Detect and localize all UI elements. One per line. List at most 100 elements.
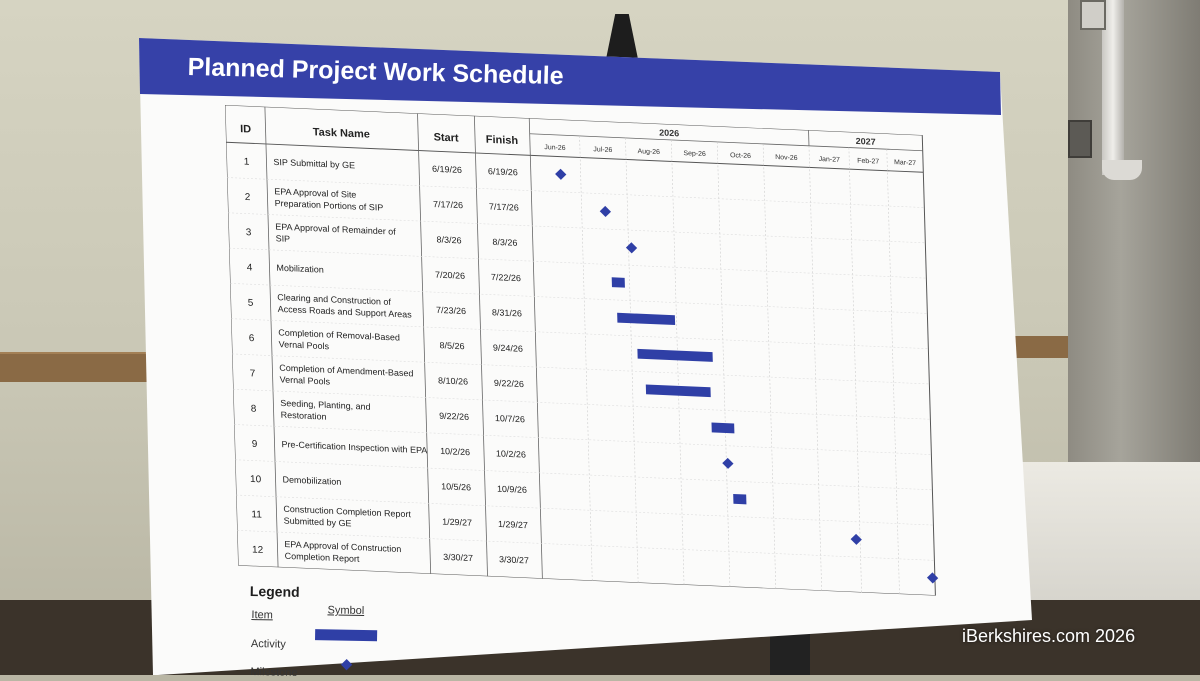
legend-item-header: Item <box>251 609 273 621</box>
month-gridline <box>717 142 730 587</box>
task-name: Preparation Portions of SIP <box>274 198 383 213</box>
task-name: SIP <box>275 233 290 244</box>
task-name: Vernal Pools <box>279 339 330 351</box>
month-label: Feb-27 <box>857 158 879 166</box>
finish-date: 8/3/26 <box>492 237 517 248</box>
start-date: 8/3/26 <box>436 234 461 245</box>
row-id: 6 <box>249 333 255 344</box>
row-id: 12 <box>252 545 263 556</box>
month-gridline <box>887 149 900 594</box>
row-gridline <box>229 248 926 278</box>
start-date: 10/2/26 <box>440 446 470 457</box>
legend-milestone-label: Milestone <box>250 666 297 679</box>
month-gridline <box>580 136 593 581</box>
legend-symbol-header: Symbol <box>327 604 364 617</box>
start-date: 8/10/26 <box>438 375 468 386</box>
legend: Legend Item Symbol Activity Milestone <box>248 583 450 678</box>
header-id: ID <box>240 123 251 135</box>
month-gridline <box>809 146 822 591</box>
row-id: 5 <box>248 298 254 309</box>
task-name: Mobilization <box>276 263 324 275</box>
month-gridline <box>625 138 638 583</box>
row-id: 3 <box>246 227 252 238</box>
finish-date: 10/9/26 <box>497 484 527 495</box>
column-divider <box>265 107 278 568</box>
month-label: Nov-26 <box>775 154 798 162</box>
task-name: Demobilization <box>282 474 341 486</box>
start-date: 9/22/26 <box>439 411 469 422</box>
milestone-diamond <box>600 206 611 217</box>
row-id: 4 <box>247 262 253 273</box>
schedule-table: ID Task Name Start Finish 2026 2027 Jun-26 Jul-… <box>225 105 956 597</box>
header-task: Task Name <box>313 126 370 140</box>
finish-date: 9/24/26 <box>493 343 523 354</box>
row-id: 1 <box>244 157 250 168</box>
start-date: 8/5/26 <box>439 340 464 351</box>
start-date: 7/20/26 <box>435 270 465 281</box>
finish-date: 10/2/26 <box>496 448 526 459</box>
activity-bar <box>612 277 625 287</box>
task-name: EPA Approval of Remainder of <box>275 222 396 237</box>
start-date: 6/19/26 <box>432 164 462 175</box>
start-date: 7/23/26 <box>436 305 466 316</box>
finish-date: 3/30/27 <box>499 554 529 565</box>
year-label: 2026 <box>659 128 679 139</box>
month-gridline <box>763 144 776 589</box>
month-label: Aug-26 <box>637 148 660 156</box>
start-date: 10/5/26 <box>441 481 471 492</box>
finish-date: 9/22/26 <box>494 378 524 389</box>
finish-date: 8/31/26 <box>492 307 522 318</box>
header-start: Start <box>433 132 459 145</box>
finish-date: 7/17/26 <box>489 201 519 212</box>
task-name: Submitted by GE <box>284 516 352 529</box>
start-date: 7/17/26 <box>433 199 463 210</box>
task-name: Pre-Certification Inspection with EPA <box>281 439 427 455</box>
wall-rail-left <box>0 352 150 382</box>
month-label: Jan-27 <box>819 156 841 164</box>
legend-title: Legend <box>250 583 300 600</box>
milestone-diamond <box>722 458 733 469</box>
activity-bar <box>733 494 746 504</box>
task-name: Vernal Pools <box>280 374 331 386</box>
month-label: Jun-26 <box>544 144 566 152</box>
column-divider <box>529 118 542 579</box>
task-name: Completion Report <box>285 551 361 564</box>
finish-date: 1/29/27 <box>498 519 528 530</box>
month-gridline <box>671 140 684 585</box>
easel-foot <box>770 630 810 675</box>
milestone-diamond <box>626 242 637 253</box>
start-date: 3/30/27 <box>443 552 473 563</box>
watermark: iBerkshires.com 2026 <box>962 626 1135 647</box>
milestone-diamond <box>927 572 938 583</box>
row-id: 11 <box>251 509 262 520</box>
month-label: Sep-26 <box>683 150 706 158</box>
wall-box <box>1080 0 1106 30</box>
row-id: 9 <box>252 439 258 450</box>
header-finish: Finish <box>486 134 519 147</box>
finish-date: 7/22/26 <box>491 272 521 283</box>
task-name: Access Roads and Support Areas <box>278 304 413 320</box>
activity-bar <box>617 313 675 325</box>
gantt-chart: ID Task Name Start Finish 2026 2027 Jun-26 Jul-… <box>225 105 956 597</box>
pipe-elbow <box>1102 160 1142 180</box>
month-label: Oct-26 <box>730 152 751 160</box>
start-date: 1/29/27 <box>442 517 472 528</box>
column-divider <box>418 113 431 574</box>
legend-milestone-diamond <box>341 659 352 670</box>
month-label: Jul-26 <box>593 146 612 154</box>
legend-activity-bar <box>315 629 377 641</box>
month-gridline <box>849 148 862 593</box>
row-id: 10 <box>250 474 262 485</box>
milestone-diamond <box>851 534 862 545</box>
finish-date: 10/7/26 <box>495 413 525 424</box>
finish-date: 6/19/26 <box>488 166 518 177</box>
legend-activity-label: Activity <box>251 638 286 651</box>
row-id: 2 <box>245 192 251 203</box>
row-id: 8 <box>251 404 257 415</box>
month-label: Mar-27 <box>894 159 916 167</box>
column-divider <box>474 116 487 577</box>
year-label: 2027 <box>856 136 876 147</box>
task-name: SIP Submittal by GE <box>273 157 355 170</box>
activity-bar <box>646 384 711 397</box>
activity-bar <box>637 349 712 362</box>
